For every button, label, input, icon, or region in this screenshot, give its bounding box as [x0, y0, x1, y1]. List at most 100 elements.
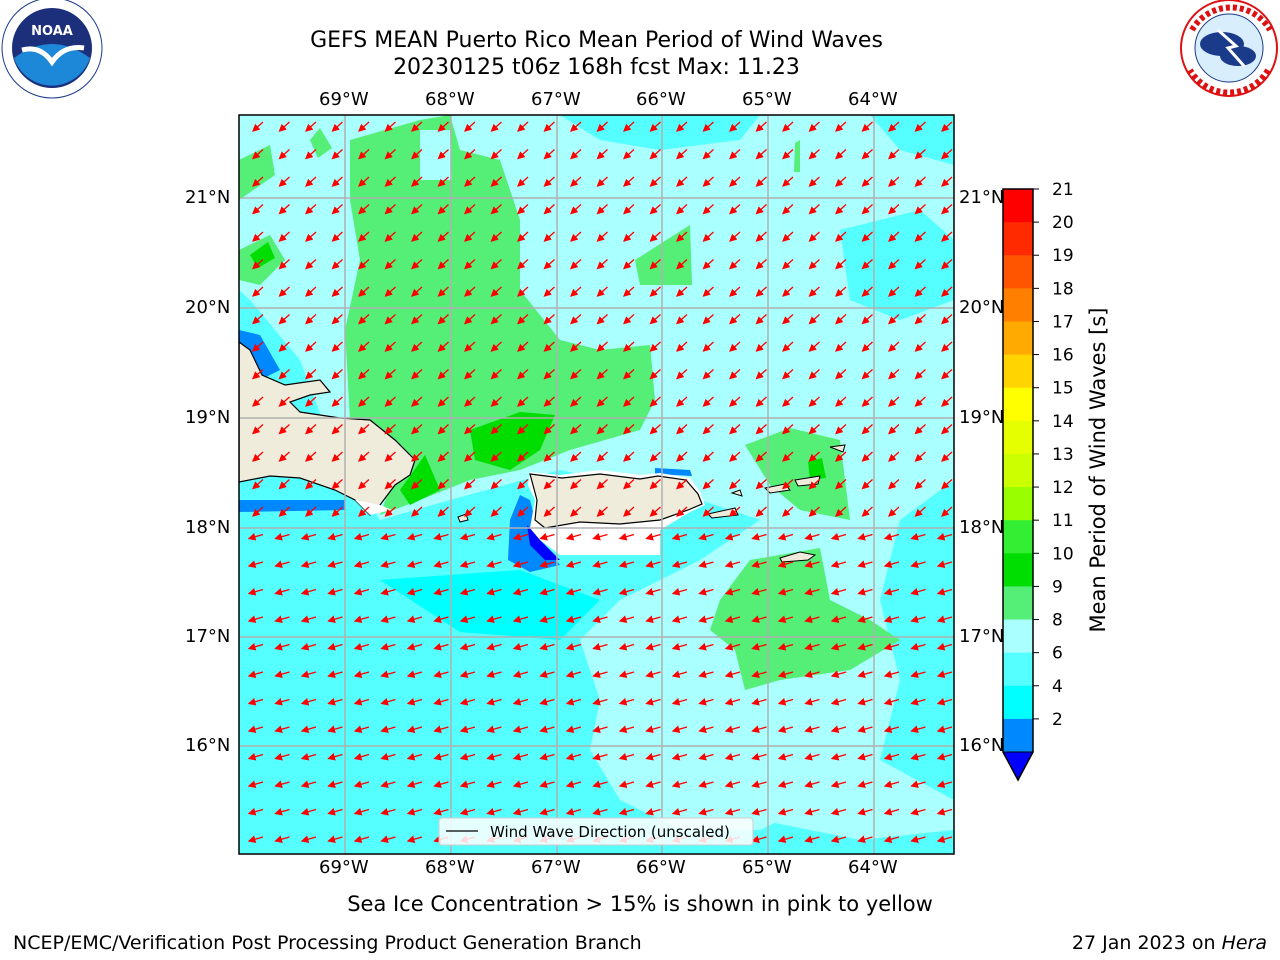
- wind-vector-arrow: [751, 532, 767, 541]
- colorbar-tick-label: 9: [1052, 577, 1063, 597]
- wind-vector-arrow: [910, 780, 926, 788]
- wind-vector-arrow: [804, 807, 820, 816]
- wind-vector-arrow: [676, 231, 688, 242]
- wind-vector-arrow: [384, 479, 396, 490]
- wind-vector-arrow: [618, 560, 635, 568]
- wind-vector-arrow: [888, 506, 900, 517]
- wind-vector-arrow: [857, 807, 873, 816]
- wind-vector-arrow: [565, 752, 582, 761]
- colorbar-label: Mean Period of Wind Waves [s]: [1086, 308, 1110, 633]
- wind-vector-arrow: [755, 451, 767, 462]
- wind-vector-arrow: [804, 725, 820, 733]
- colorbar-segment: [1003, 387, 1033, 422]
- wind-vector-arrow: [671, 560, 688, 568]
- wind-vector-arrow: [406, 587, 423, 596]
- wind-vector-arrow: [835, 314, 847, 325]
- period-9-10-patch-vi: [745, 428, 850, 520]
- wind-vector-arrow: [596, 479, 608, 490]
- wind-vector-arrow: [857, 725, 873, 733]
- wind-vector-arrow: [910, 532, 926, 541]
- wind-vector-arrow: [835, 506, 847, 517]
- wind-vector-arrow: [437, 204, 449, 215]
- wind-vector-arrow: [936, 615, 953, 623]
- wind-vector-arrow: [512, 532, 529, 541]
- wind-vector-arrow: [353, 697, 370, 706]
- wind-vector-arrow: [384, 369, 396, 380]
- wind-vector-arrow: [459, 697, 476, 706]
- wind-vector-arrow: [278, 259, 290, 270]
- wind-vector-arrow: [570, 396, 582, 407]
- wind-vector-arrow: [724, 752, 741, 761]
- wind-vector-arrow: [941, 451, 953, 462]
- wind-vector-arrow: [411, 176, 423, 187]
- wind-vector-arrow: [486, 670, 502, 678]
- wind-vector-arrow: [936, 807, 953, 816]
- wind-vector-arrow: [300, 615, 317, 623]
- wind-vector-arrow: [941, 286, 953, 297]
- wind-vector-arrow: [702, 424, 714, 435]
- colorbar-tick-label: 10: [1052, 544, 1074, 564]
- wind-vector-arrow: [486, 807, 502, 816]
- footer-date-text: 27 Jan 2023 on: [1071, 932, 1222, 954]
- wind-vector-arrow: [433, 532, 449, 541]
- wind-vector-arrow: [543, 121, 555, 132]
- wind-vector-arrow: [490, 149, 502, 160]
- wind-vector-arrow: [936, 835, 953, 843]
- wind-vector-arrow: [671, 532, 688, 541]
- wind-vector-arrow: [490, 176, 502, 187]
- wind-vector-arrow: [406, 725, 423, 733]
- wind-vector-arrow: [300, 642, 317, 651]
- wind-vector-arrow: [486, 642, 502, 651]
- colorbar-tick-label: 19: [1052, 246, 1074, 266]
- wind-vector-arrow: [464, 314, 476, 325]
- wind-vector-arrow: [570, 451, 582, 462]
- wind-vector-arrow: [543, 176, 555, 187]
- wind-vector-arrow: [353, 642, 370, 651]
- wind-vector-arrow: [729, 121, 741, 132]
- colorbar-segment: [1003, 520, 1033, 554]
- wind-vector-arrow: [327, 642, 343, 651]
- wind-vector-arrow: [274, 697, 290, 706]
- wind-vector-arrow: [252, 259, 264, 270]
- wind-vector-arrow: [570, 314, 582, 325]
- wind-vector-arrow: [278, 506, 290, 517]
- wind-vector-arrow: [857, 670, 873, 678]
- wind-vector-arrow: [247, 670, 264, 678]
- wind-vector-arrow: [247, 587, 264, 596]
- wind-vector-arrow: [618, 642, 635, 651]
- wind-vector-arrow: [384, 231, 396, 242]
- wind-vector-arrow: [380, 587, 396, 596]
- wind-vector-arrow: [914, 506, 926, 517]
- wind-vector-arrow: [459, 725, 476, 733]
- wind-vector-arrow: [512, 560, 529, 568]
- wind-vector-arrow: [698, 752, 714, 761]
- colorbar-frame: [1002, 188, 1034, 782]
- wind-vector-arrow: [459, 752, 476, 761]
- wind-vector-arrow: [910, 835, 926, 843]
- wind-vector-arrow: [305, 506, 317, 517]
- wind-vector-arrow: [729, 424, 741, 435]
- wind-vector-arrow: [618, 725, 635, 733]
- colorbar-segment: [1003, 189, 1033, 223]
- wind-vector-arrow: [596, 451, 608, 462]
- wind-vector-arrow: [861, 204, 873, 215]
- wind-vector-arrow: [278, 231, 290, 242]
- wind-vector-arrow: [331, 479, 343, 490]
- wind-vector-arrow: [861, 451, 873, 462]
- colorbar-segment: [1003, 619, 1033, 654]
- wind-vector-arrow: [247, 615, 264, 623]
- wind-vector-arrow: [702, 286, 714, 297]
- wind-vector-arrow: [331, 314, 343, 325]
- wind-vector-arrow: [305, 396, 317, 407]
- wind-vector-arrow: [406, 807, 423, 816]
- wind-vector-arrow: [570, 479, 582, 490]
- wind-vector-arrow: [618, 587, 635, 596]
- wind-vector-arrow: [808, 451, 820, 462]
- wind-vector-arrow: [888, 231, 900, 242]
- wind-vector-arrow: [596, 314, 608, 325]
- wind-vector-arrow: [755, 149, 767, 160]
- wind-vector-arrow: [808, 314, 820, 325]
- wind-vector-arrow: [278, 479, 290, 490]
- wind-vector-arrow: [914, 451, 926, 462]
- wind-vector-arrow: [278, 121, 290, 132]
